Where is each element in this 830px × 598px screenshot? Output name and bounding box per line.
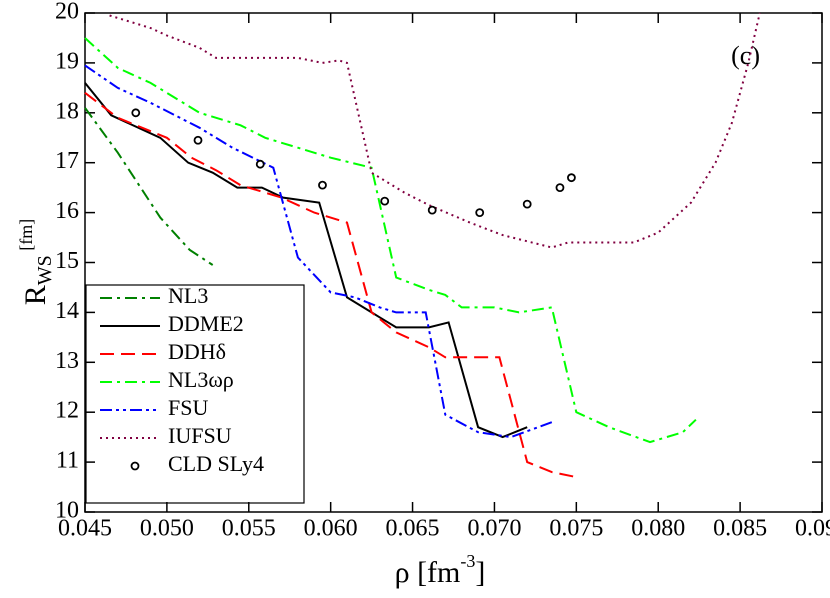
legend-label: NL3ωρ: [168, 367, 234, 392]
x-tick-label: 0.045: [58, 516, 112, 542]
y-label-main: R: [19, 285, 52, 305]
scatter-point: [193, 135, 203, 145]
y-tick-label: 13: [55, 348, 79, 374]
series-line: [84, 64, 553, 439]
scatter-point: [567, 173, 576, 183]
scatter-point: [380, 196, 390, 206]
series-line: [109, 12, 761, 249]
scatter-point: [475, 208, 485, 218]
legend-label: CLD SLy4: [168, 451, 264, 476]
x-tick-label: 0.050: [140, 516, 194, 542]
y-tick-label: 17: [55, 148, 79, 174]
x-label-main: ρ [fm: [395, 556, 461, 589]
y-tick-label: 15: [55, 248, 79, 274]
x-tick-label: 0.070: [467, 516, 521, 542]
legend-box: [85, 284, 305, 504]
scatter-point: [255, 159, 265, 169]
x-tick-label: 0.065: [386, 516, 440, 542]
legend-label: DDHδ: [168, 339, 226, 364]
x-tick-label: 0.055: [222, 516, 276, 542]
y-tick-label: 16: [55, 198, 79, 224]
x-tick-label: 0.060: [304, 516, 358, 542]
x-tick-label: 0.080: [631, 516, 685, 542]
y-label-sub: WS: [34, 255, 56, 285]
y-tick-label: 18: [55, 98, 79, 124]
y-tick-label: 14: [55, 298, 79, 324]
legend-label: NL3: [168, 283, 208, 308]
x-label-end: ]: [475, 556, 485, 589]
legend-label: DDME2: [168, 311, 244, 336]
y-tick-label: 10: [55, 498, 79, 524]
legend-marker: [130, 461, 140, 471]
scatter-point: [522, 199, 532, 209]
y-tick-label: 20: [55, 0, 79, 25]
scatter-point: [555, 183, 565, 193]
y-label-unit: [fm]: [16, 219, 36, 255]
legend-label: FSU: [168, 395, 208, 420]
series-line: [84, 92, 577, 479]
y-axis-label: RWS [fm]: [16, 219, 55, 306]
series-line: [84, 107, 214, 266]
scatter-point: [131, 108, 141, 118]
y-tick-label: 19: [55, 48, 79, 74]
x-tick-label: 0.085: [713, 516, 767, 542]
x-label-sup: -3: [460, 551, 475, 571]
y-tick-label: 11: [56, 448, 79, 474]
x-tick-label: 0.090: [795, 516, 830, 542]
scatter-point: [318, 180, 327, 190]
annotation: (c): [731, 41, 760, 70]
series-line: [84, 37, 697, 444]
x-tick-label: 0.075: [549, 516, 603, 542]
legend-label: IUFSU: [168, 423, 232, 448]
x-axis-label: ρ [fm-3]: [395, 551, 486, 589]
scatter-point: [427, 205, 437, 215]
y-tick-label: 12: [55, 398, 79, 424]
